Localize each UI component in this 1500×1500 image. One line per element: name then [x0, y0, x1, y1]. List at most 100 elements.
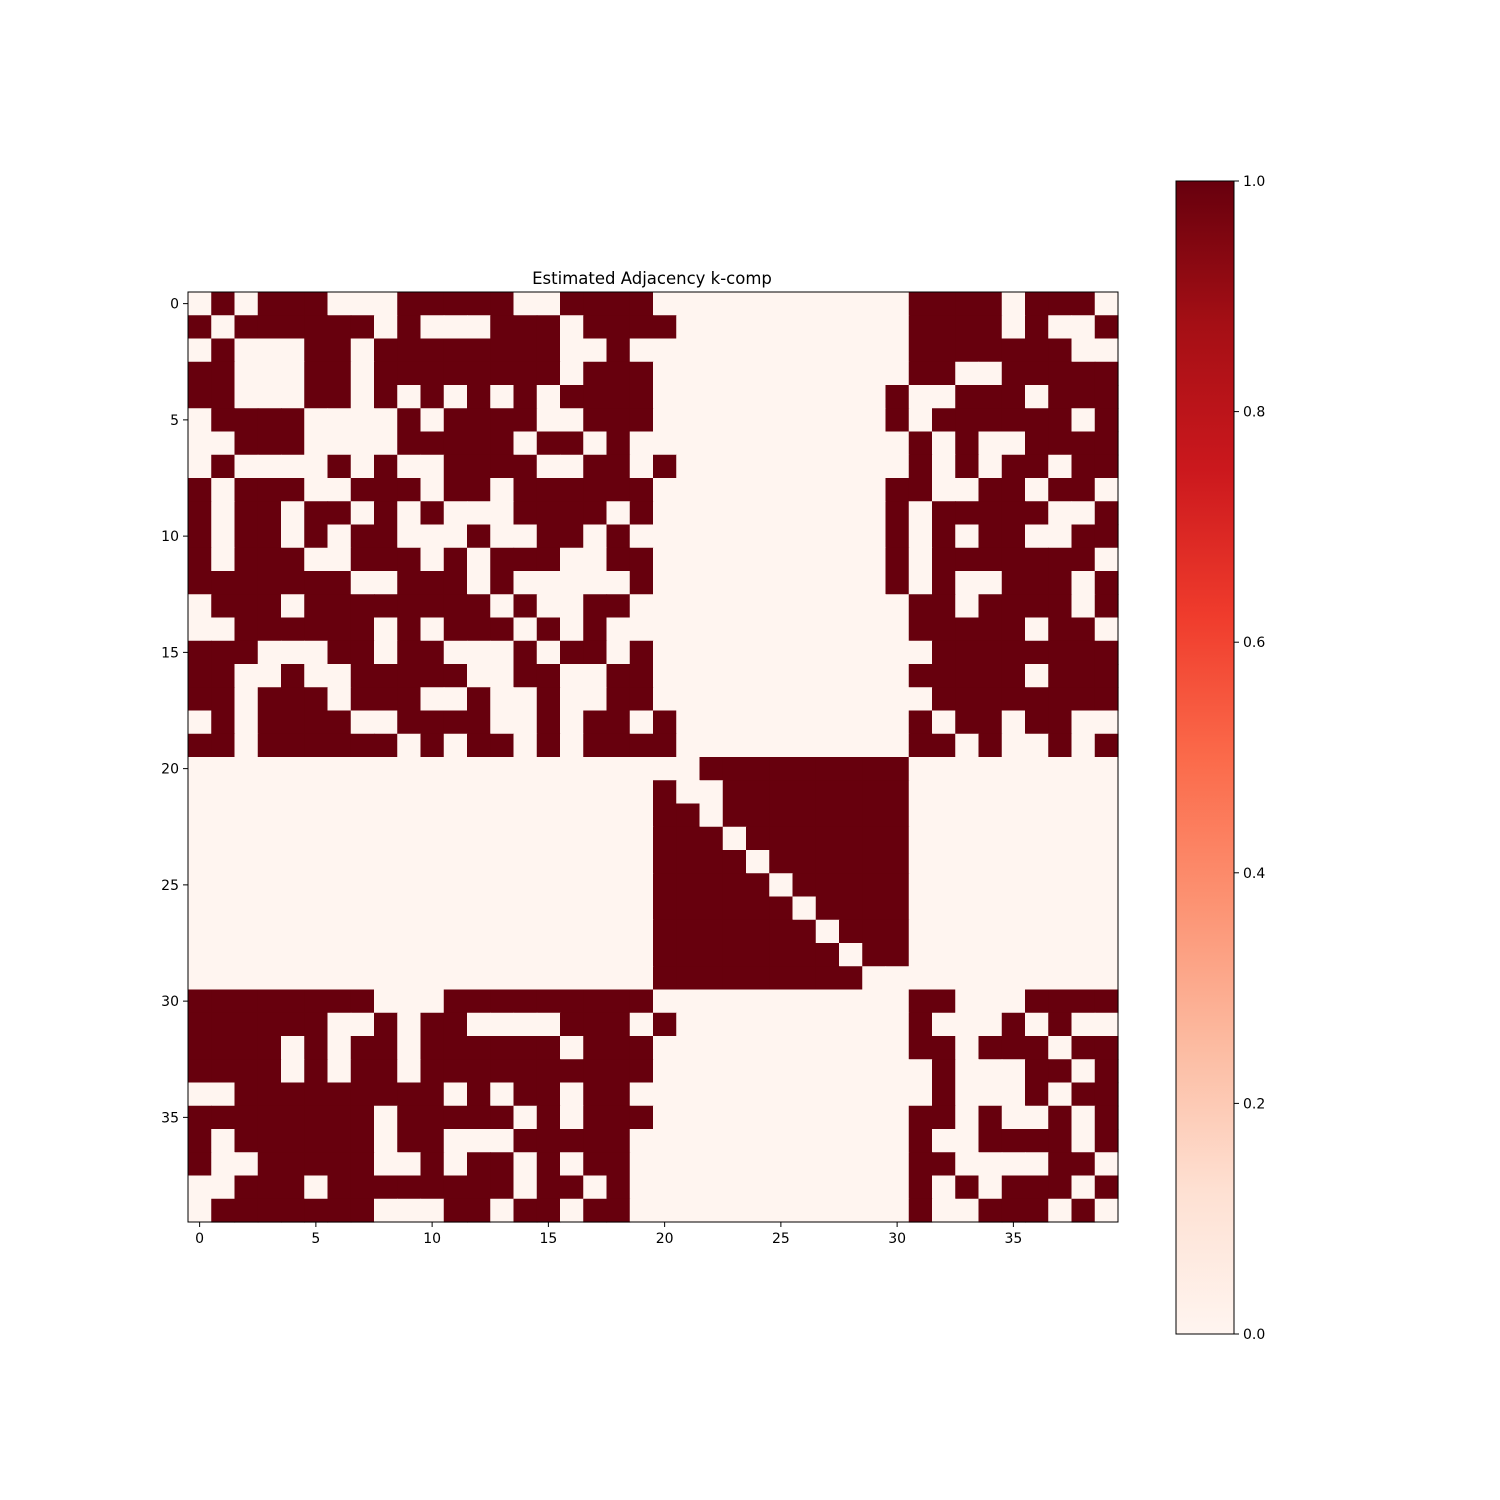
heatmap-cell	[397, 896, 422, 921]
heatmap-cell	[374, 524, 398, 549]
heatmap-cell	[327, 524, 352, 549]
heatmap-cell	[653, 1152, 677, 1177]
heatmap-cell	[746, 873, 770, 898]
heatmap-cell	[955, 315, 980, 340]
heatmap-cell	[234, 1082, 259, 1107]
heatmap-cell	[653, 664, 677, 688]
heatmap-cell	[1048, 943, 1073, 967]
heatmap-cell	[955, 617, 980, 642]
heatmap-cell	[908, 919, 933, 944]
heatmap-cell	[792, 1198, 817, 1223]
heatmap-cell	[374, 780, 398, 805]
heatmap-cell	[978, 919, 1003, 944]
heatmap-cell	[327, 664, 352, 688]
heatmap-cell	[955, 454, 980, 479]
heatmap-cell	[536, 733, 561, 758]
heatmap-cell	[350, 710, 375, 735]
heatmap-cell	[211, 501, 236, 526]
heatmap-cell	[955, 1105, 980, 1130]
heatmap-cell	[211, 431, 236, 456]
heatmap-cell	[1025, 1152, 1049, 1177]
heatmap-cell	[211, 408, 236, 433]
heatmap-cell	[188, 315, 212, 340]
heatmap-cell	[862, 640, 887, 665]
heatmap-cell	[1094, 431, 1119, 456]
heatmap-cell	[769, 664, 794, 688]
heatmap-cell	[420, 1105, 445, 1130]
heatmap-cell	[1071, 896, 1096, 921]
heatmap-cell	[350, 1059, 375, 1084]
heatmap-cell	[1001, 850, 1026, 874]
heatmap-cell	[1025, 478, 1049, 502]
heatmap-cell	[1001, 478, 1026, 502]
heatmap-cell	[1071, 1036, 1096, 1060]
heatmap-cell	[281, 1198, 305, 1223]
heatmap-cell	[374, 292, 398, 316]
heatmap-cell	[327, 315, 352, 340]
heatmap-cell	[629, 1198, 654, 1223]
heatmap-cell	[420, 547, 445, 572]
heatmap-cell	[234, 826, 259, 851]
heatmap-cell	[769, 431, 794, 456]
heatmap-cell	[281, 1175, 305, 1200]
heatmap-cell	[746, 850, 770, 874]
heatmap-cell	[397, 1059, 422, 1084]
heatmap-cell	[374, 919, 398, 944]
heatmap-cell	[1071, 780, 1096, 805]
heatmap-cell	[1071, 571, 1096, 595]
heatmap-cell	[1048, 687, 1073, 712]
heatmap-cell	[1071, 640, 1096, 665]
heatmap-cell	[350, 431, 375, 456]
heatmap-cell	[885, 408, 910, 433]
heatmap-cell	[188, 292, 212, 316]
heatmap-cell	[606, 640, 631, 665]
heatmap-cell	[676, 1152, 701, 1177]
heatmap-cell	[583, 385, 608, 409]
heatmap-cell	[815, 594, 840, 619]
heatmap-cell	[955, 1036, 980, 1060]
heatmap-cell	[420, 1012, 445, 1037]
heatmap-cell	[188, 547, 212, 572]
heatmap-cell	[281, 1105, 305, 1130]
heatmap-cell	[955, 1175, 980, 1200]
heatmap-cell	[769, 989, 794, 1014]
heatmap-cell	[327, 594, 352, 619]
heatmap-cell	[188, 1082, 212, 1107]
heatmap-cell	[932, 547, 956, 572]
heatmap-cell	[1071, 1152, 1096, 1177]
heatmap-cell	[536, 850, 561, 874]
heatmap-cell	[606, 1036, 631, 1060]
heatmap-cell	[304, 292, 329, 316]
heatmap-cell	[234, 780, 259, 805]
heatmap-cell	[839, 617, 863, 642]
heatmap-cell	[397, 757, 422, 781]
heatmap-cell	[978, 408, 1003, 433]
heatmap-cell	[350, 361, 375, 386]
heatmap-cell	[862, 1036, 887, 1060]
heatmap-cell	[420, 361, 445, 386]
colorbar-tick-label: 0.8	[1243, 405, 1265, 421]
heatmap-cell	[955, 361, 980, 386]
heatmap-cell	[211, 1082, 236, 1107]
heatmap-cell	[1048, 780, 1073, 805]
heatmap-cell	[513, 687, 538, 712]
heatmap-cell	[815, 617, 840, 642]
heatmap-cell	[490, 919, 515, 944]
heatmap-cell	[1001, 454, 1026, 479]
heatmap-cell	[397, 966, 422, 991]
heatmap-cell	[350, 501, 375, 526]
heatmap-cell	[978, 431, 1003, 456]
heatmap-cell	[443, 710, 468, 735]
heatmap-cell	[1025, 338, 1049, 363]
heatmap-cell	[257, 733, 282, 758]
heatmap-cell	[560, 361, 584, 386]
heatmap-cell	[420, 1129, 445, 1153]
heatmap-cell	[1025, 1059, 1049, 1084]
heatmap-cell	[257, 547, 282, 572]
heatmap-cell	[374, 338, 398, 363]
heatmap-cell	[746, 1036, 770, 1060]
heatmap-cell	[908, 757, 933, 781]
heatmap-cell	[513, 1198, 538, 1223]
heatmap-cell	[746, 687, 770, 712]
heatmap-cell	[397, 547, 422, 572]
